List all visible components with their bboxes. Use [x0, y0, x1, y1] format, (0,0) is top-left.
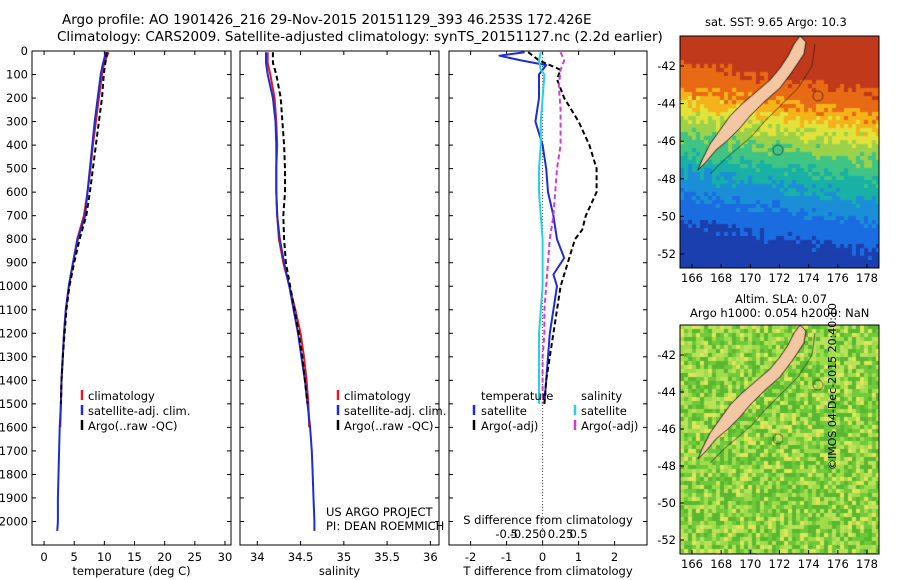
panel-frame: [448, 50, 648, 546]
y-tick-label: 1000: [0, 279, 28, 293]
panel-difference: -2 -1 0 1 2T difference from climatology S di…: [448, 50, 648, 578]
y-tick-label: 400: [6, 138, 28, 152]
x-tick-label: 5: [71, 550, 78, 564]
x-tick-label: 34: [250, 550, 265, 564]
y-tick-label: 800: [6, 232, 28, 246]
top-tick-label: -0.5: [495, 527, 517, 541]
y-tick-label: 2000: [0, 514, 28, 528]
panel-frame: [31, 50, 232, 546]
top-axis-label: S difference from climatology: [463, 513, 633, 527]
y-tick-label: 1200: [0, 326, 28, 340]
series-line: [527, 51, 598, 404]
legend-label: Argo(-adj): [481, 419, 538, 433]
plot-title-line2: Climatology: CARS2009. Satellite-adjuste…: [57, 29, 663, 45]
top-tick-label: 0: [539, 527, 546, 541]
y-tick-label: 1900: [0, 491, 28, 505]
y-tick-label: 0: [21, 44, 28, 58]
legend-heading: temperature: [481, 389, 553, 403]
y-tick-label: 300: [6, 115, 28, 129]
legend-label: satellite-adj. clim.: [88, 404, 190, 418]
y-tick-label: 1500: [0, 397, 28, 411]
x-tick-label: 0: [539, 550, 546, 564]
top-tick-label: -0.25: [510, 527, 540, 541]
x-tick-label: 10: [97, 550, 112, 564]
series-line: [59, 52, 108, 404]
y-tick-label: 1600: [0, 420, 28, 434]
x-axis-label: temperature (deg C): [72, 564, 190, 578]
plot-title-line1: Argo profile: AO 1901426_216 29-Nov-2015…: [62, 12, 592, 28]
panel-temperature: 0100200300400500600700800900100011001200…: [0, 44, 232, 578]
series-line: [541, 51, 566, 404]
pi-annotation: US ARGO PROJECT: [326, 505, 434, 519]
sla-map-title-line2: Argo h1000: 0.054 h2000: NaN: [690, 306, 870, 320]
top-tick-label: 0.5: [569, 527, 587, 541]
top-tick-label: 0.25: [548, 527, 574, 541]
panel-frame: [239, 50, 440, 546]
sla-map: [680, 325, 879, 554]
x-tick-label: 30: [218, 550, 233, 564]
imos-credit: ©IMOS 04-Dec-2015 20:40:10: [826, 303, 839, 470]
legend-label: satellite-adj. clim.: [344, 404, 446, 418]
sst-map-title: sat. SST: 9.65 Argo: 10.3: [705, 15, 847, 29]
x-tick-label: 1: [575, 550, 582, 564]
x-tick-label: 2: [611, 550, 618, 564]
panel-salinity: 34 34.5 35 35.5 36 salinity climatologysatelli…: [239, 50, 446, 578]
y-tick-label: 1100: [0, 303, 28, 317]
x-tick-label: -2: [465, 550, 476, 564]
legend-label: satellite: [481, 404, 527, 418]
legend-label: Argo(..raw -QC): [88, 419, 178, 433]
sla-map-raster: [680, 325, 879, 554]
y-tick-label: 100: [6, 68, 28, 82]
y-tick-label: 1400: [0, 373, 28, 387]
series-line: [538, 51, 546, 404]
y-tick-label: 500: [6, 162, 28, 176]
sst-map-raster: [680, 36, 879, 268]
sst-map: [680, 36, 879, 268]
x-tick-label: 15: [127, 550, 142, 564]
x-tick-label: 35.5: [374, 550, 400, 564]
x-tick-label: -1: [501, 550, 512, 564]
x-tick-label: 25: [187, 550, 202, 564]
legend-label: climatology: [88, 389, 155, 403]
y-tick-label: 1300: [0, 350, 28, 364]
legend-heading: salinity: [581, 389, 622, 403]
x-tick-label: 36: [423, 550, 438, 564]
series-line: [498, 51, 566, 404]
x-axis-label: salinity: [319, 564, 360, 578]
y-tick-label: 1800: [0, 467, 28, 481]
x-axis-label: T difference from climatology: [462, 564, 633, 578]
legend-label: Argo(..raw -QC): [344, 419, 434, 433]
y-tick-label: 1700: [0, 444, 28, 458]
pi-annotation: PI: DEAN ROEMMICH: [326, 519, 444, 533]
series-line: [271, 52, 309, 405]
x-tick-label: 34.5: [288, 550, 314, 564]
y-tick-label: 900: [6, 256, 28, 270]
y-tick-label: 200: [6, 91, 28, 105]
x-tick-label: 0: [40, 550, 47, 564]
legend-label: climatology: [344, 389, 411, 403]
y-tick-label: 600: [6, 185, 28, 199]
x-tick-label: 20: [157, 550, 172, 564]
legend-label: Argo(-adj): [581, 419, 638, 433]
y-tick-label: 700: [6, 209, 28, 223]
legend-label: satellite: [581, 404, 627, 418]
x-tick-label: 35: [337, 550, 352, 564]
sla-map-title-line1: Altim. SLA: 0.07: [735, 292, 828, 306]
